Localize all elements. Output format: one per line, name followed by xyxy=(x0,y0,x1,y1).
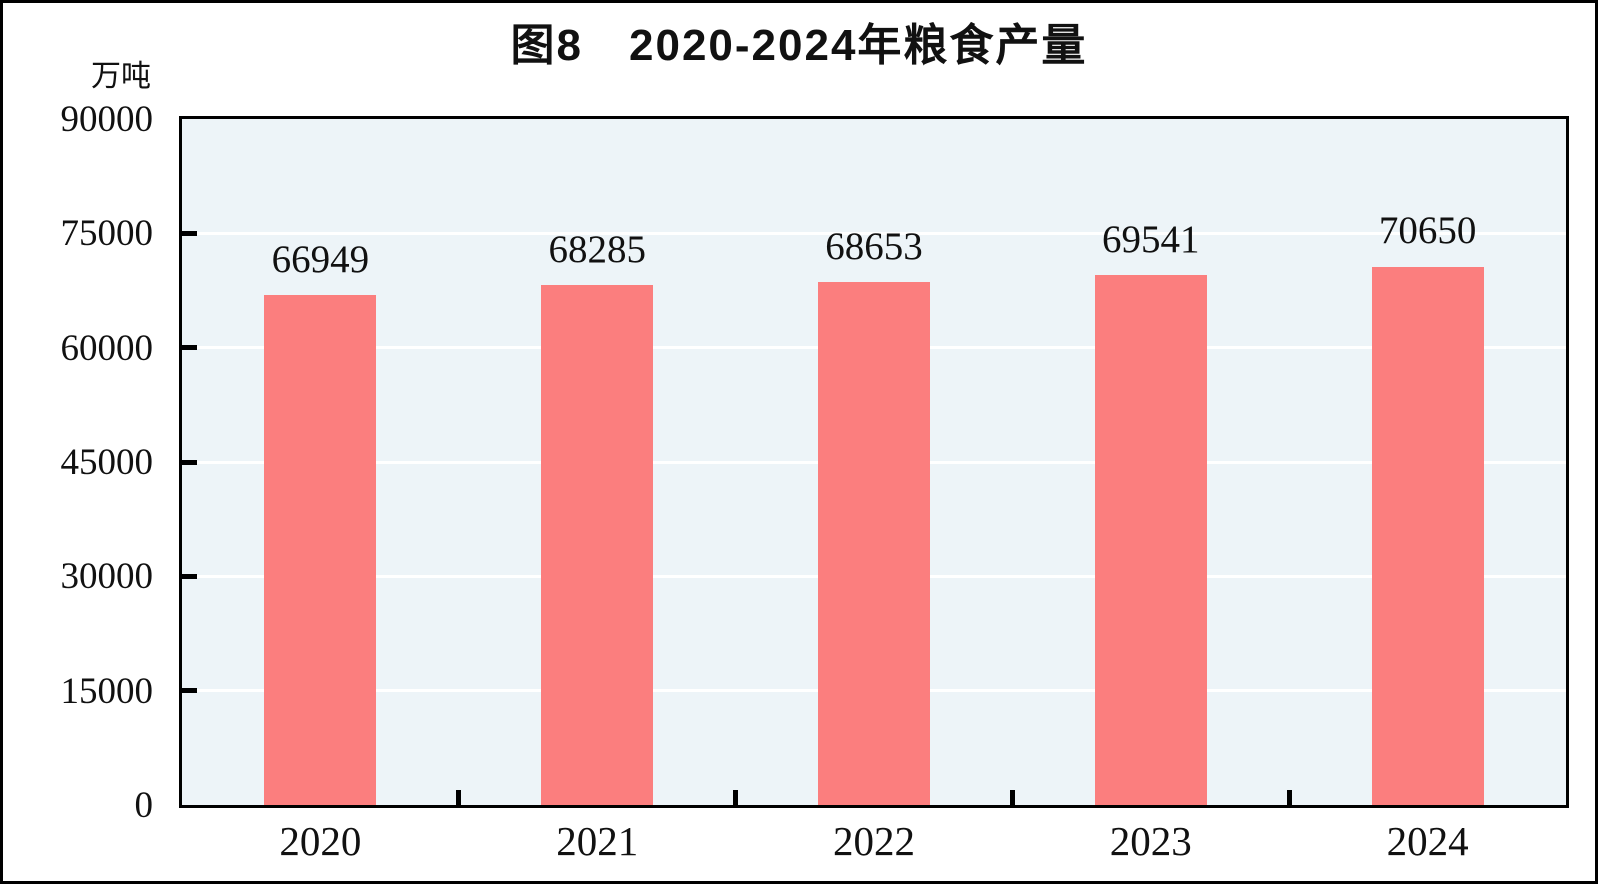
y-axis-unit-label: 万吨 xyxy=(91,60,151,93)
plot-area: 66949 68285 68653 69541 70650 xyxy=(179,116,1569,808)
y-axis-tick-60000 xyxy=(182,345,197,351)
y-axis-label-30000: 30000 xyxy=(60,556,154,598)
y-axis-tick-45000 xyxy=(182,459,197,465)
bar-2020 xyxy=(264,294,377,805)
bar-value-label-2022: 68653 xyxy=(825,224,923,268)
y-axis-label-15000: 15000 xyxy=(60,670,154,712)
bar-2024 xyxy=(1371,266,1484,805)
y-axis-label-90000: 90000 xyxy=(60,99,154,140)
y-axis-label-0: 0 xyxy=(134,785,154,826)
x-axis-tick-2 xyxy=(733,790,739,805)
x-axis-label-2023: 2023 xyxy=(1109,818,1192,864)
bar-2022 xyxy=(818,281,930,805)
y-axis-tick-15000 xyxy=(182,688,197,694)
x-axis-tick-4 xyxy=(1286,790,1292,805)
y-axis-label-60000: 60000 xyxy=(60,327,154,369)
x-axis-label-2021: 2021 xyxy=(556,818,639,864)
bar-value-label-2023: 69541 xyxy=(1102,217,1200,261)
gridline-75000 xyxy=(182,231,1566,235)
x-axis-label-2022: 2022 xyxy=(833,818,915,864)
bar-2023 xyxy=(1094,274,1207,805)
x-axis-label-2024: 2024 xyxy=(1386,818,1469,864)
bar-value-label-2020: 66949 xyxy=(271,237,370,281)
bar-2021 xyxy=(541,284,654,805)
x-axis-tick-1 xyxy=(456,790,462,805)
x-axis-label-2020: 2020 xyxy=(279,818,362,864)
chart-title: 图8 2020-2024年粮食产量 xyxy=(510,21,1088,70)
bar-value-label-2021: 68285 xyxy=(548,227,646,271)
x-axis-tick-3 xyxy=(1009,790,1015,805)
y-axis-label-45000: 45000 xyxy=(60,442,154,483)
y-axis-label-75000: 75000 xyxy=(60,213,154,255)
bar-value-label-2024: 70650 xyxy=(1378,209,1477,253)
y-axis-tick-75000 xyxy=(182,230,197,236)
y-axis-tick-30000 xyxy=(182,573,197,579)
